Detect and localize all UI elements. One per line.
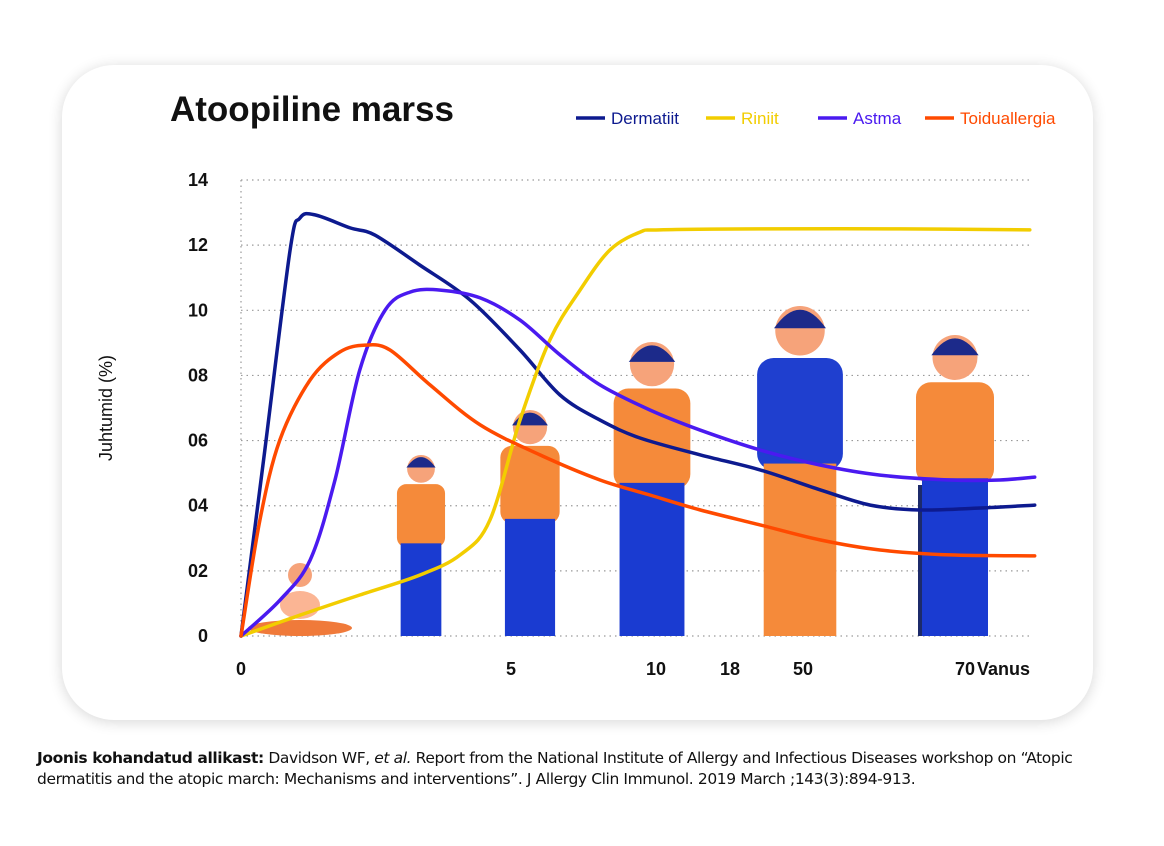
x-tick-label: 50 <box>793 659 813 679</box>
chart-title: Atoopiline marss <box>170 90 454 129</box>
legend-item-toiduallergia: Toiduallergia <box>925 109 1056 128</box>
caption-text: Report from the National Institute of Al… <box>37 749 1073 788</box>
x-tick-label: 10 <box>646 659 666 679</box>
series-line-astma <box>239 287 1037 638</box>
teen-illustration <box>613 342 691 636</box>
legend-item-dermatiit: Dermatiit <box>576 109 679 128</box>
legend-label: Toiduallergia <box>960 109 1056 128</box>
x-tick-label: 18 <box>720 659 740 679</box>
y-tick-label: 10 <box>188 300 208 320</box>
legend-item-riniit: Riniit <box>706 109 779 128</box>
y-tick-label: 14 <box>188 170 208 190</box>
x-tick-label: 5 <box>506 659 516 679</box>
series-line-riniit <box>239 227 1032 638</box>
y-tick-label: 0 <box>198 626 208 646</box>
legend-item-astma: Astma <box>818 109 902 128</box>
y-tick-label: 04 <box>188 496 208 516</box>
child-illustration <box>396 455 446 636</box>
y-tick-label: 12 <box>188 235 208 255</box>
legend-label: Dermatiit <box>611 109 679 128</box>
series-lines <box>239 211 1037 638</box>
people-illustrations <box>248 306 994 636</box>
x-tick-labels: 0 5 10 18 50 70 Vanus <box>236 659 1030 679</box>
series-line-dermatiit <box>239 211 1037 638</box>
source-caption: Joonis kohandatud allikast: Davidson WF,… <box>37 748 1137 790</box>
gridlines <box>240 179 1030 637</box>
x-tick-label: 0 <box>236 659 246 679</box>
y-tick-labels: 0 02 04 06 08 10 12 14 <box>188 170 208 646</box>
elder-illustration <box>916 335 994 636</box>
y-tick-label: 02 <box>188 561 208 581</box>
y-tick-label: 08 <box>188 365 208 385</box>
x-axis-label: Vanus <box>977 659 1030 679</box>
y-axis-label: Juhtumid (%) <box>96 355 116 461</box>
caption-source-label: Joonis kohandatud allikast: <box>37 749 264 767</box>
kid-illustration <box>500 410 560 636</box>
caption-et-al: et al. <box>374 749 412 767</box>
x-tick-label: 70 <box>955 659 975 679</box>
series-line-toiduallergia <box>239 343 1037 638</box>
legend-label: Astma <box>853 109 902 128</box>
caption-authors: Davidson WF, <box>263 749 375 767</box>
y-tick-label: 06 <box>188 431 208 451</box>
legend: Dermatiit Riniit Astma Toiduallergia <box>576 109 1056 128</box>
legend-label: Riniit <box>741 109 779 128</box>
adult-illustration <box>757 306 843 636</box>
